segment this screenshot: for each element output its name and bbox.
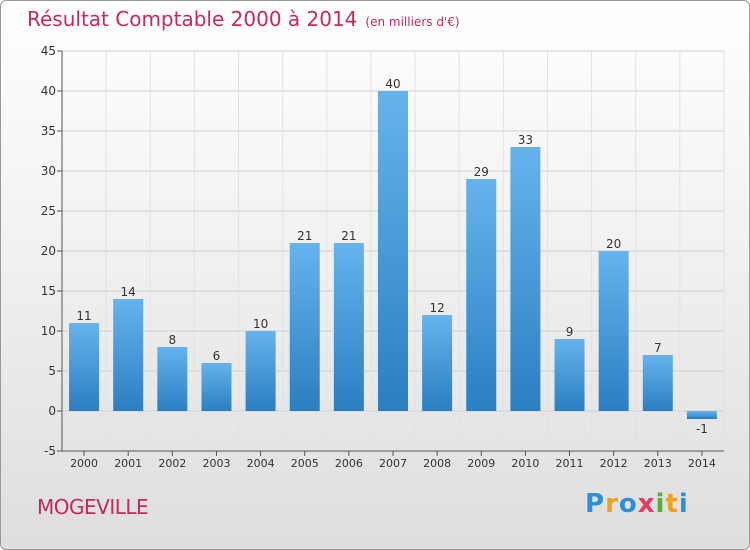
x-tick-label: 2008 (423, 457, 451, 470)
title-text: Résultat Comptable 2000 à 2014 (27, 7, 358, 31)
logo-letter: P (585, 489, 606, 519)
value-label-2005: 21 (297, 229, 312, 243)
bars (69, 91, 717, 419)
bar-2010 (510, 147, 541, 411)
value-label-2000: 11 (76, 309, 91, 323)
y-tick-label: 25 (41, 204, 56, 218)
bar-2004 (245, 331, 276, 411)
y-tick-label: 15 (41, 284, 56, 298)
bar-2006 (333, 243, 364, 411)
y-tick-label: 35 (41, 124, 56, 138)
y-tick-label: 5 (48, 364, 56, 378)
bar-2009 (466, 179, 497, 411)
logo-letter: i (655, 489, 666, 519)
value-label-2014: -1 (696, 422, 708, 436)
x-tick-label: 2007 (379, 457, 407, 470)
x-tick-label: 2012 (600, 457, 628, 470)
bar-2001 (113, 299, 144, 411)
y-tick-label: 45 (41, 44, 56, 58)
x-tick-label: 2013 (644, 457, 672, 470)
value-label-2010: 33 (518, 133, 533, 147)
value-label-2002: 8 (169, 333, 177, 347)
x-tick-label: 2004 (247, 457, 275, 470)
value-label-2008: 12 (429, 301, 444, 315)
y-tick-label: -5 (44, 444, 56, 458)
value-labels: 11 14 8 6 10 21 21 40 12 29 33 9 20 7 -1 (76, 77, 707, 436)
value-label-2007: 40 (385, 77, 400, 91)
bar-2013 (642, 355, 673, 411)
x-tick-label: 2003 (202, 457, 230, 470)
x-tick-label: 2006 (335, 457, 363, 470)
value-label-2001: 14 (121, 285, 136, 299)
x-tick-label: 2001 (114, 457, 142, 470)
value-label-2013: 7 (654, 341, 662, 355)
y-tick-label: 20 (41, 244, 56, 258)
x-axis: 2000 2001 2002 2003 2004 2005 2006 2007 2008 2009… (62, 450, 724, 470)
value-label-2009: 29 (474, 165, 489, 179)
x-tick-label: 2005 (291, 457, 319, 470)
bar-2000 (69, 323, 100, 411)
bar-2012 (598, 251, 629, 411)
logo-letter: i (678, 489, 689, 519)
y-tick-label: 40 (41, 84, 56, 98)
y-axis: -5 0 5 10 15 20 25 30 35 40 45 (41, 44, 63, 458)
bar-2005 (289, 243, 320, 411)
x-tick-label: 2011 (556, 457, 584, 470)
x-tick-label: 2009 (467, 457, 495, 470)
bar-2011 (554, 339, 585, 411)
logo-letter: x (637, 489, 656, 519)
bar-2003 (201, 363, 232, 411)
logo-letter: r (605, 489, 619, 519)
y-tick-label: 10 (41, 324, 56, 338)
x-tick-label: 2000 (70, 457, 98, 470)
bar-2007 (378, 91, 408, 411)
logo-letter: t (665, 489, 679, 519)
y-tick-label: 0 (48, 404, 56, 418)
bar-2008 (422, 315, 453, 411)
proxiti-logo: Proxiti (585, 489, 689, 519)
value-label-2011: 9 (566, 325, 574, 339)
value-label-2003: 6 (213, 349, 221, 363)
chart-subtitle: (en milliers d'€) (365, 15, 460, 29)
town-name: MOGEVILLE (37, 495, 149, 519)
logo-letter: o (618, 489, 638, 519)
x-tick-label: 2010 (511, 457, 539, 470)
chart-title: Résultat Comptable 2000 à 2014 (en millie… (27, 7, 460, 31)
x-tick-label: 2014 (688, 457, 716, 470)
value-label-2012: 20 (606, 237, 621, 251)
y-tick-label: 30 (41, 164, 56, 178)
bar-2014 (686, 411, 717, 419)
x-tick-label: 2002 (158, 457, 186, 470)
bar-2002 (157, 347, 188, 411)
value-label-2004: 10 (253, 317, 268, 331)
value-label-2006: 21 (341, 229, 356, 243)
